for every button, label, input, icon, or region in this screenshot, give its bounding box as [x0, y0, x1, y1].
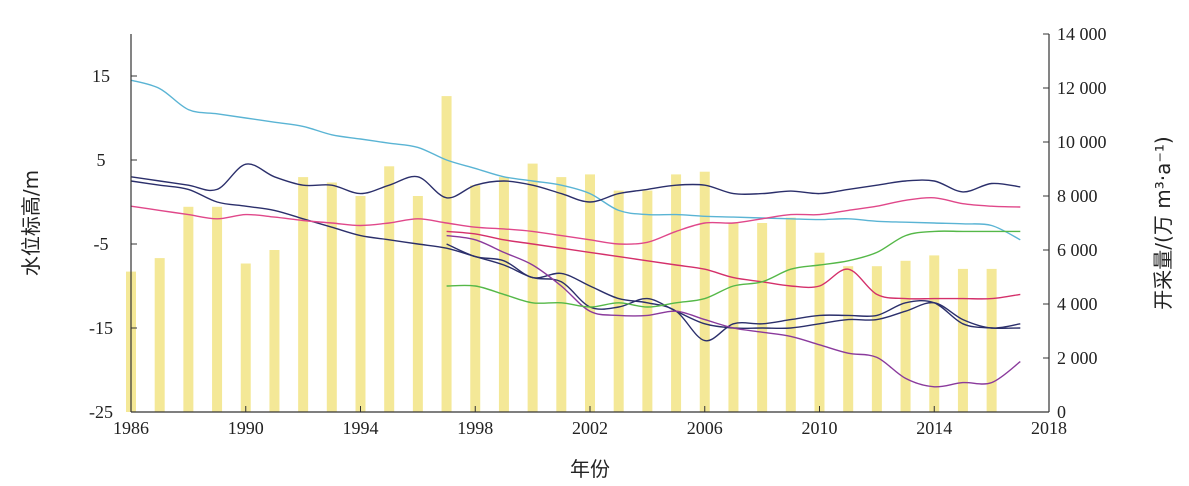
bar-2007	[728, 223, 739, 412]
right-y-axis-title: 开采量/(万 m³·a⁻¹)	[1151, 136, 1175, 309]
y-left-tick-label-5: 5	[97, 150, 106, 170]
bar-1987	[154, 258, 165, 412]
bar-2014	[929, 255, 940, 412]
y-right-tick-label-2000: 2 000	[1057, 348, 1098, 368]
bar-2012	[871, 266, 882, 412]
y-right-tick-label-10000: 10 000	[1057, 132, 1107, 152]
y-right-tick-label-8000: 8 000	[1057, 186, 1098, 206]
series-line-2	[130, 163, 1021, 203]
x-tick-label-1994: 1994	[343, 418, 379, 438]
y-left-tick-label--5: -5	[94, 234, 109, 254]
y-right-tick-label-6000: 6 000	[1057, 240, 1098, 260]
x-axis-title: 年份	[570, 457, 610, 481]
bar-1995	[384, 166, 395, 412]
series-line-3	[130, 180, 1021, 330]
series-line-8	[446, 230, 1021, 308]
series-line-6	[446, 243, 1021, 342]
y-left-tick-label--25: -25	[89, 402, 113, 422]
bar-2008	[757, 223, 768, 412]
lines-layer	[130, 79, 1021, 388]
bar-2001	[556, 177, 567, 412]
bar-2005	[671, 174, 682, 412]
bar-2016	[986, 268, 997, 412]
x-tick-label-1998: 1998	[457, 418, 493, 438]
bar-2000	[527, 163, 538, 412]
bar-1998	[470, 185, 481, 412]
y-left-tick-label--15: -15	[89, 318, 113, 338]
bar-2013	[900, 260, 911, 412]
y-right-tick-label-14000: 14 000	[1057, 24, 1107, 44]
y-right-tick-label-4000: 4 000	[1057, 294, 1098, 314]
bar-1996	[412, 196, 423, 412]
bar-2011	[843, 266, 854, 412]
bar-2002	[585, 174, 595, 412]
bar-1990	[240, 263, 251, 412]
left-y-axis-title: 水位标高/m	[19, 170, 43, 276]
y-right-tick-label-12000: 12 000	[1057, 78, 1107, 98]
x-tick-label-2014: 2014	[916, 418, 952, 438]
y-left-tick-label-15: 15	[92, 66, 110, 86]
bar-1991	[269, 250, 280, 412]
series-line-5	[446, 230, 1021, 300]
bar-1993	[326, 182, 337, 412]
bar-1994	[355, 196, 366, 412]
bars-layer	[126, 96, 997, 412]
x-tick-label-2002: 2002	[572, 418, 608, 438]
series-line-4	[130, 196, 1021, 245]
ticks-layer: 1986 1990 1994 1998 2002 2006 2010 2014 2018 15 5 -…	[89, 24, 1107, 438]
x-tick-label-2006: 2006	[687, 418, 723, 438]
bar-1989	[212, 206, 223, 412]
bar-2004	[642, 190, 653, 412]
series-line-7	[446, 234, 1021, 388]
series-line-1	[130, 79, 1021, 241]
x-tick-label-2018: 2018	[1031, 418, 1067, 438]
bar-2003	[613, 190, 624, 412]
bar-2006	[699, 171, 710, 412]
bar-2010	[814, 252, 825, 412]
bar-1997	[441, 96, 452, 412]
bar-2009	[785, 217, 796, 412]
x-tick-label-2010: 2010	[802, 418, 838, 438]
bar-1992	[298, 177, 309, 412]
y-right-tick-label-0: 0	[1057, 402, 1066, 422]
x-tick-label-1986: 1986	[113, 418, 149, 438]
x-tick-label-1990: 1990	[228, 418, 264, 438]
bar-1988	[183, 206, 194, 412]
bar-2015	[957, 268, 968, 412]
